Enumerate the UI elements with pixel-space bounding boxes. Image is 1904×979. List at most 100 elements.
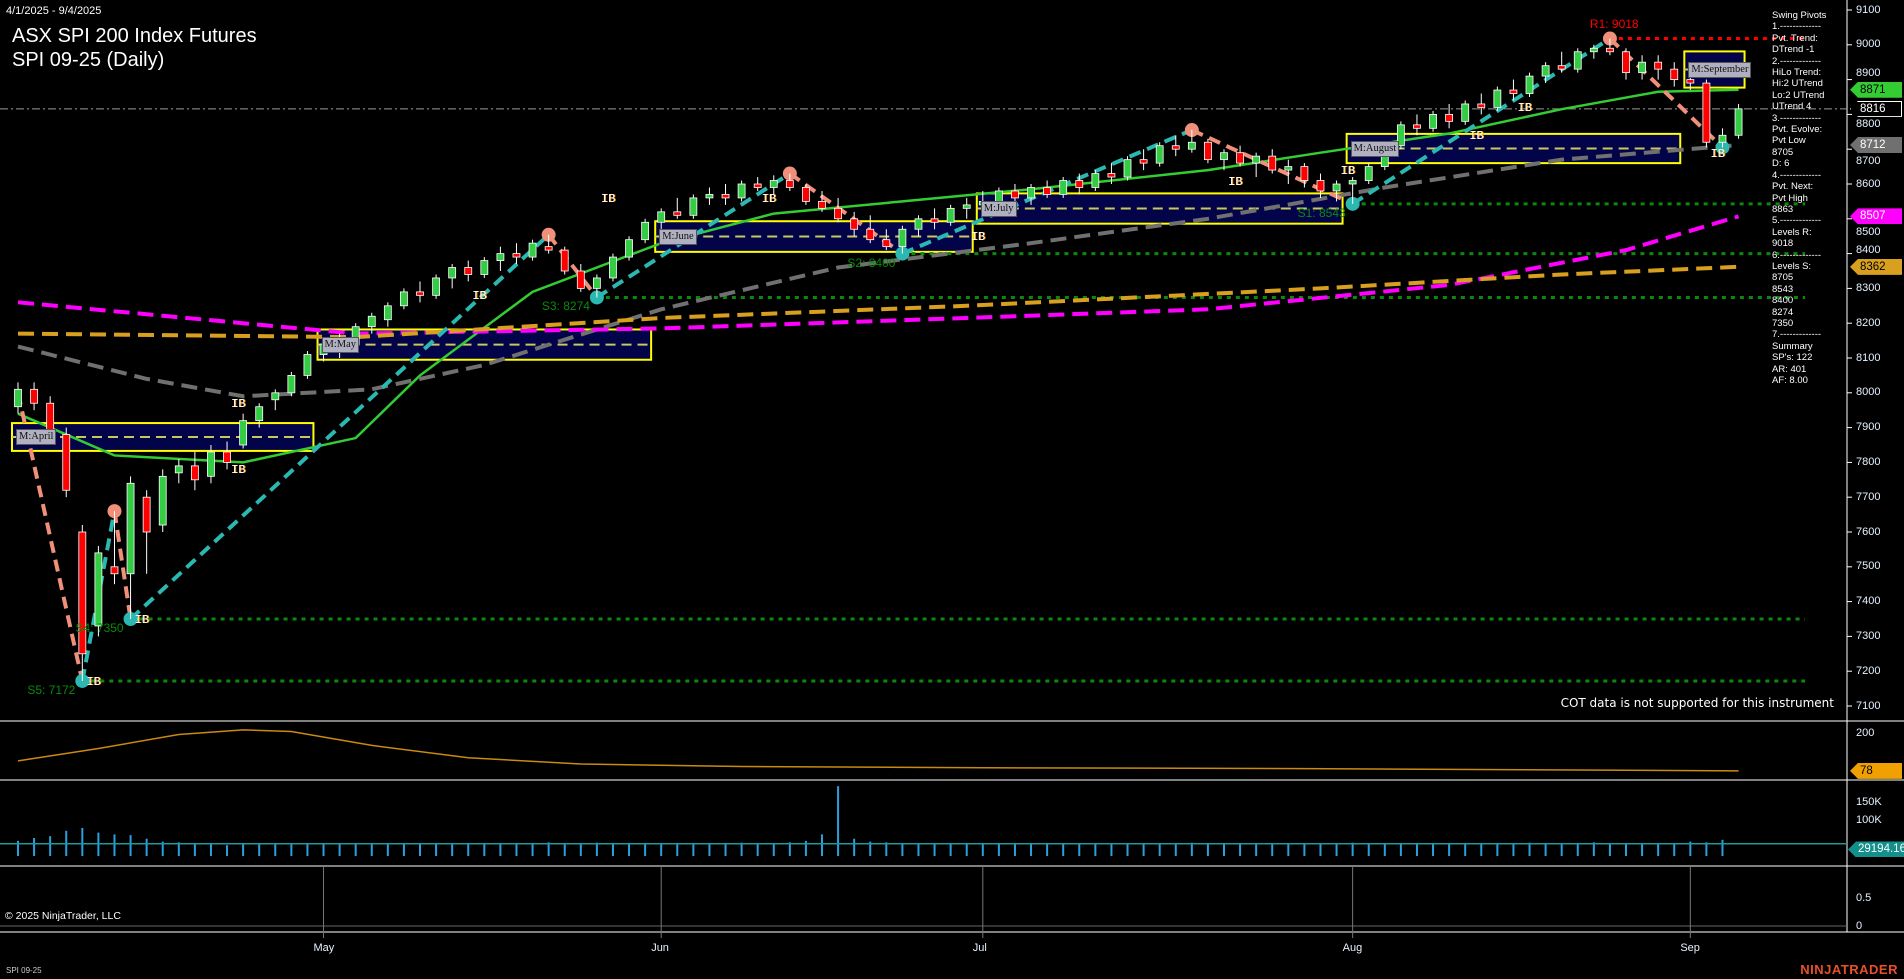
price-tick-label: 8500: [1856, 226, 1881, 239]
volume-bar: [145, 838, 148, 856]
ib-label: IB: [1469, 129, 1484, 144]
volume-bar: [1383, 843, 1386, 856]
volume-bar: [467, 844, 470, 856]
candle-up: [1638, 61, 1646, 74]
volume-bar: [595, 842, 598, 856]
candle-down: [1557, 65, 1566, 70]
candle-up: [303, 354, 312, 376]
level-label: S3: 8274: [541, 299, 590, 314]
candle-up: [1493, 89, 1502, 108]
instrument-title: ASX SPI 200 Index Futures: [12, 25, 257, 47]
candle-down: [1477, 103, 1486, 108]
ib-label: IB: [472, 289, 487, 304]
swing-pivot-line: AF: 8.00: [1772, 375, 1808, 386]
candle-down: [850, 218, 859, 230]
volume-bar: [1351, 842, 1354, 856]
candle-up: [126, 482, 135, 575]
candle-down: [882, 239, 891, 248]
volume-bar: [1190, 842, 1193, 856]
candle-up: [1364, 166, 1373, 181]
volume-bar: [483, 843, 486, 856]
volume-bar: [242, 843, 245, 856]
candle-down: [1268, 155, 1277, 171]
price-tick-label: 8100: [1856, 351, 1881, 364]
volume-bar: [290, 843, 293, 856]
price-tick-label: 7400: [1856, 595, 1881, 608]
volume-bar: [901, 843, 904, 856]
candle-up: [1461, 103, 1470, 122]
candle-down: [1107, 173, 1116, 178]
level-label: S1: 8543: [1297, 205, 1346, 220]
month-label: Aug: [1342, 942, 1363, 954]
volume-bar: [1657, 843, 1660, 856]
swing-pivot-line: Lo:2 UTrend: [1772, 89, 1825, 101]
volume-bar: [499, 843, 502, 856]
chart-title: ASX SPI 200 Index Futures SPI 09-25 (Dai…: [12, 24, 257, 72]
price-tick-label: 7900: [1856, 421, 1881, 434]
candle-up: [962, 204, 971, 209]
ib-label: IB: [134, 613, 149, 627]
price-tick-label: 7200: [1856, 664, 1881, 677]
volume-bar: [1673, 843, 1676, 856]
volume-bar: [708, 843, 711, 856]
candle-up: [1155, 145, 1164, 164]
volume-bar: [1415, 844, 1418, 856]
volume-bar: [322, 844, 325, 856]
candle-up: [432, 277, 440, 296]
candle-up: [641, 221, 650, 241]
candle-up: [657, 211, 666, 223]
orange-ma-tag: 8362: [1850, 258, 1902, 275]
swing-pivots-panel: Swing Pivots 1.------------- Pvt. Trend: DT…: [1772, 10, 1826, 386]
volume-bar: [1174, 843, 1177, 856]
monthly-range-label: M:April: [16, 428, 57, 445]
candle-down: [834, 207, 842, 220]
candle-up: [769, 180, 778, 188]
oscillator-line: [17, 729, 1739, 772]
volume-bar: [1367, 843, 1370, 856]
candle-up: [946, 207, 955, 223]
candle-down: [1670, 68, 1679, 81]
volume-bar: [660, 843, 663, 856]
volume-bar: [1544, 843, 1547, 856]
candle-up: [592, 277, 601, 289]
candle-down: [1171, 145, 1180, 150]
gray-ma-tag: 8712: [1850, 137, 1902, 154]
volume-bar: [1030, 843, 1033, 856]
candle-up: [239, 420, 248, 446]
volume-bar: [17, 840, 19, 856]
volume-bar: [1287, 843, 1290, 856]
candle-up: [1027, 187, 1035, 199]
price-tick-label: 7300: [1856, 629, 1881, 642]
volume-bar: [274, 844, 277, 856]
swing-pivot-line: Pvt High: [1772, 192, 1808, 204]
volume-bar: [1625, 844, 1627, 856]
swing-pivot-line: Levels R:: [1772, 226, 1812, 238]
volume-bar: [1142, 843, 1145, 856]
price-tick-label: 8700: [1856, 154, 1881, 167]
swing-pivot-line: AR: 401: [1772, 363, 1807, 375]
candle-up: [207, 451, 215, 477]
last-price-tag: 8816: [1850, 100, 1902, 117]
monthly-range-label: M:July: [980, 200, 1017, 217]
volume-bar: [917, 843, 920, 856]
ib-label: IB: [231, 463, 246, 478]
candle-down: [576, 270, 585, 289]
swing-pivot-line: 8705: [1772, 272, 1794, 284]
volume-bar: [451, 843, 454, 856]
volume-bar: [1399, 843, 1402, 856]
volume-bar: [1126, 843, 1129, 856]
price-tick-label: 7600: [1856, 525, 1881, 538]
ib-label: IB: [86, 674, 101, 689]
volume-bar: [1078, 843, 1081, 856]
volume-bar: [1480, 843, 1483, 856]
candle-up: [1396, 124, 1405, 147]
candle-up: [480, 260, 489, 275]
swing-pivot-line: 9018: [1772, 238, 1794, 250]
candle-up: [625, 239, 633, 258]
volume-bar: [1303, 844, 1306, 856]
price-tick-label: 8000: [1856, 386, 1881, 399]
candle-up: [1541, 65, 1550, 77]
candle-up: [174, 465, 183, 474]
volume-tick-label: 100K: [1856, 813, 1882, 826]
